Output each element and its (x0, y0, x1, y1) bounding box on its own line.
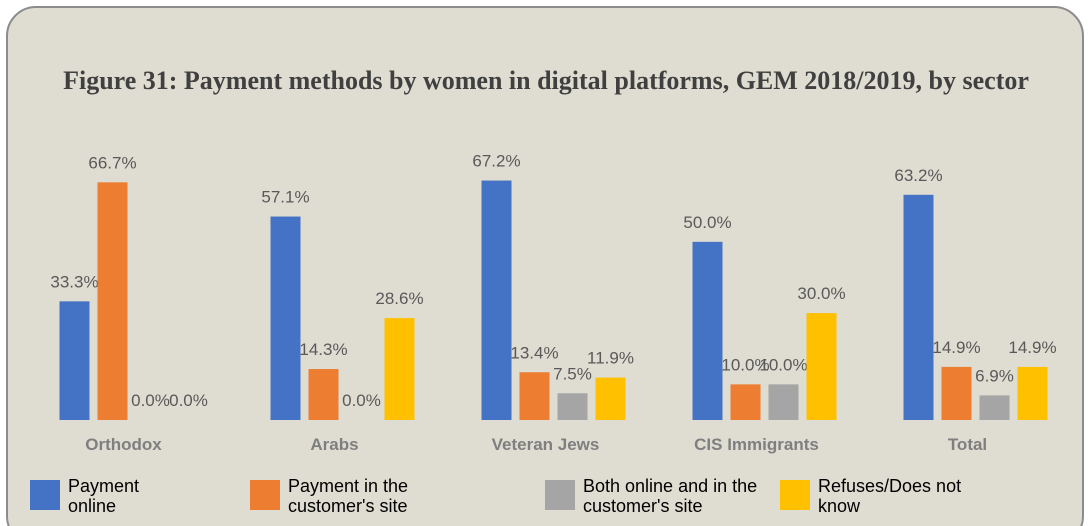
chart-title: Figure 31: Payment methods by women in d… (63, 66, 1029, 95)
data-label: 14.3% (299, 340, 347, 359)
data-label: 11.9% (587, 349, 634, 368)
legend-label: Payment online (68, 476, 140, 516)
bar (59, 301, 90, 420)
x-tick-label: Arabs (310, 435, 358, 454)
legend-item: Refuses/Does not know (780, 476, 968, 516)
legend-label: Payment in the customer's site (288, 476, 409, 516)
data-label: 0.0% (131, 391, 170, 410)
data-label: 30.0% (797, 284, 845, 303)
data-label: 14.9% (1008, 338, 1056, 357)
bar (384, 318, 415, 420)
data-label: 28.6% (375, 289, 423, 308)
legend-item: Payment online (30, 476, 168, 516)
legend-label: Refuses/Does not know (818, 476, 962, 516)
data-label: 57.1% (261, 188, 309, 207)
data-label: 33.3% (50, 272, 98, 291)
legend-swatch (30, 480, 60, 510)
bar (730, 384, 761, 420)
bar (595, 377, 626, 420)
bar (979, 395, 1010, 420)
bar (768, 384, 799, 420)
legend-swatch (545, 480, 575, 510)
data-label: 13.4% (510, 343, 558, 362)
bar (1017, 366, 1048, 420)
x-tick-label: Orthodox (85, 435, 162, 454)
bar (481, 180, 512, 420)
bar (270, 216, 301, 420)
data-label: 67.2% (472, 152, 520, 171)
legend-swatch (250, 480, 280, 510)
legend-label: Both online and in the customer's site (583, 476, 758, 516)
bar (941, 366, 972, 420)
data-label: 10.0% (759, 355, 807, 374)
legend-item: Both online and in the customer's site (545, 476, 783, 516)
bar (557, 393, 588, 420)
data-label: 50.0% (683, 213, 731, 232)
legend-swatch (780, 480, 810, 510)
bar (903, 194, 934, 420)
bar (519, 372, 550, 420)
data-label: 10.0% (721, 355, 769, 374)
x-tick-label: CIS Immigrants (694, 435, 819, 454)
data-label: 0.0% (169, 391, 208, 410)
bar (806, 313, 837, 420)
data-label: 0.0% (342, 391, 381, 410)
bar (97, 182, 128, 420)
x-tick-label: Veteran Jews (492, 435, 600, 454)
bar (308, 369, 339, 420)
data-label: 66.7% (88, 153, 136, 172)
bar (692, 241, 723, 420)
x-tick-label: Total (948, 435, 987, 454)
data-label: 14.9% (932, 338, 980, 357)
data-label: 7.5% (553, 364, 592, 383)
legend-item: Payment in the customer's site (250, 476, 468, 516)
data-label: 63.2% (894, 166, 942, 185)
data-label: 6.9% (975, 366, 1014, 385)
